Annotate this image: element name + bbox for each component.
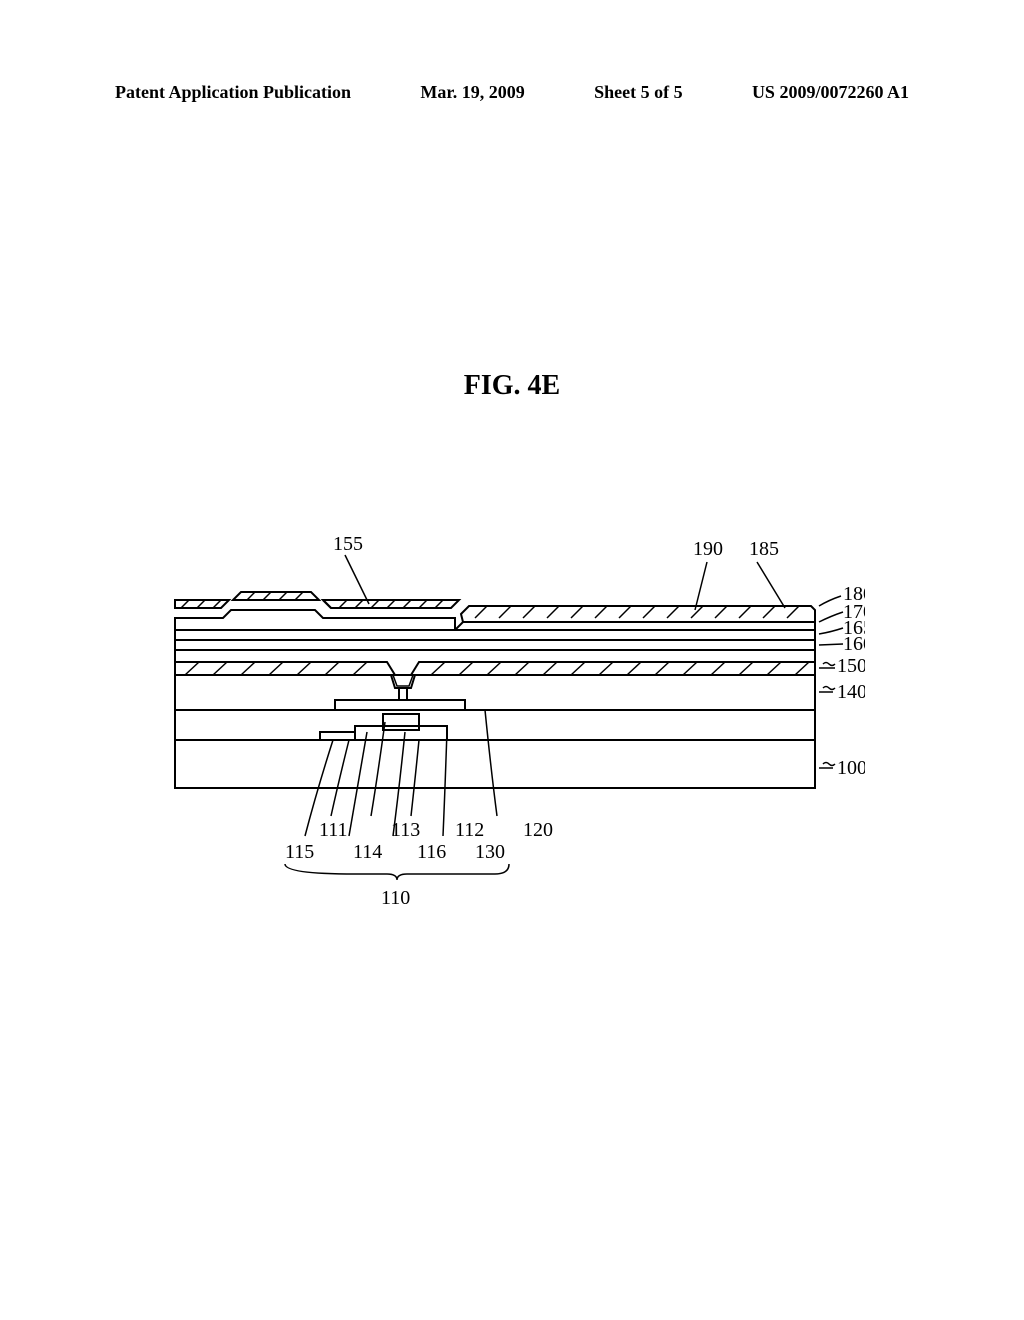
label-111: 111 [319, 819, 348, 841]
label-116: 116 [417, 841, 446, 863]
label-112: 112 [455, 819, 484, 841]
label-190: 190 [693, 538, 723, 560]
header-sheet: Sheet 5 of 5 [594, 82, 683, 103]
label-115: 115 [285, 841, 314, 863]
label-185: 185 [749, 538, 779, 560]
label-130: 130 [475, 841, 505, 863]
label-155: 155 [333, 533, 363, 555]
header-publication: Patent Application Publication [115, 82, 351, 103]
label-140: 140 [837, 681, 865, 703]
label-120: 120 [523, 819, 553, 841]
page-header: Patent Application Publication Mar. 19, … [0, 82, 1024, 103]
label-113: 113 [391, 819, 420, 841]
figure-title: FIG. 4E [0, 370, 1024, 402]
label-150: 150 [837, 655, 865, 677]
header-date: Mar. 19, 2009 [420, 82, 524, 103]
label-110-group: 110 [381, 887, 410, 909]
label-160: 160 [843, 633, 865, 655]
cross-section-diagram: 155 190 185 180 170 165 160 150 140 100 … [155, 500, 865, 920]
label-100: 100 [837, 757, 865, 779]
label-114: 114 [353, 841, 382, 863]
header-pubnum: US 2009/0072260 A1 [752, 82, 909, 103]
